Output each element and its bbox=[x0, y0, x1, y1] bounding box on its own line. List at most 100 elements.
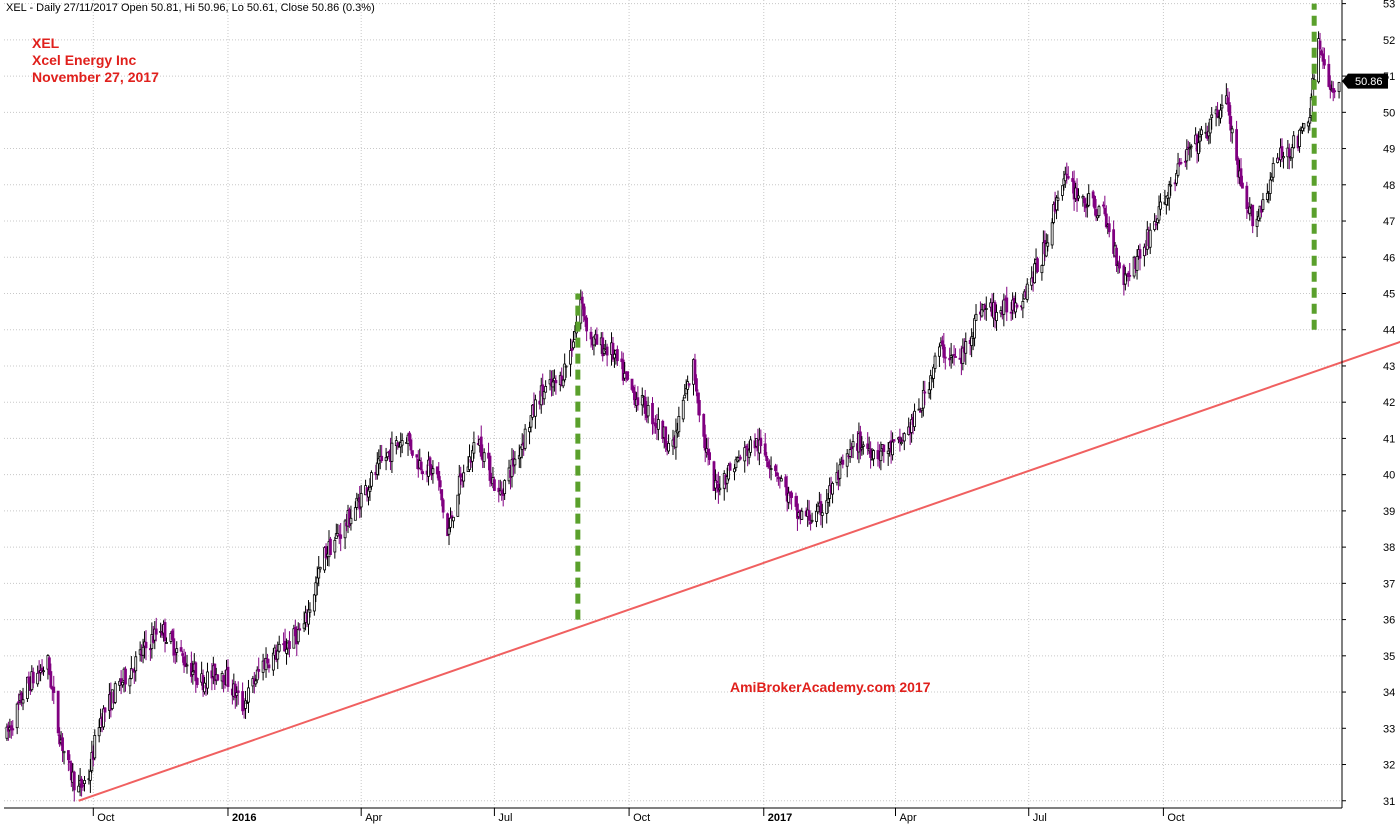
candle bbox=[1135, 249, 1139, 280]
candle bbox=[1200, 126, 1203, 141]
candle-body bbox=[528, 427, 531, 433]
candle-body bbox=[708, 452, 711, 461]
candle bbox=[1118, 255, 1121, 274]
candle-body bbox=[288, 641, 291, 650]
candle-body bbox=[15, 703, 19, 729]
candle-body bbox=[1050, 222, 1054, 246]
candle bbox=[452, 516, 455, 529]
candle bbox=[124, 666, 127, 692]
candle bbox=[1091, 189, 1095, 207]
candle-body bbox=[984, 308, 988, 310]
candle bbox=[298, 623, 302, 631]
candle-body bbox=[774, 465, 777, 472]
candle bbox=[727, 462, 731, 482]
candle bbox=[858, 425, 862, 460]
candle bbox=[288, 631, 291, 658]
candle bbox=[585, 315, 589, 342]
candle-body bbox=[1179, 161, 1183, 164]
candle bbox=[479, 425, 483, 460]
candle-body bbox=[943, 356, 947, 359]
candle bbox=[769, 456, 773, 481]
candle-body bbox=[1159, 201, 1162, 210]
candle-body bbox=[765, 455, 769, 461]
candle-body bbox=[605, 346, 609, 356]
candle bbox=[312, 593, 316, 616]
candle-body bbox=[437, 471, 441, 481]
candle-body bbox=[339, 534, 343, 539]
candle bbox=[851, 434, 855, 459]
candle-body bbox=[482, 452, 486, 462]
candle bbox=[1255, 210, 1259, 238]
candle-body bbox=[1251, 204, 1255, 227]
candle bbox=[449, 507, 452, 533]
candle bbox=[1096, 215, 1099, 221]
candle bbox=[595, 327, 599, 345]
candle-body bbox=[247, 687, 250, 703]
candle-body bbox=[97, 727, 101, 737]
candle bbox=[396, 441, 400, 450]
candle bbox=[995, 304, 998, 331]
candle-body bbox=[411, 450, 414, 456]
candle-body bbox=[820, 512, 824, 516]
candle bbox=[866, 432, 870, 455]
candle-body bbox=[72, 771, 76, 791]
candle bbox=[763, 433, 767, 458]
candle bbox=[431, 460, 435, 484]
candle-body bbox=[882, 444, 886, 452]
candle-body bbox=[441, 499, 445, 513]
candle bbox=[400, 433, 404, 454]
candle-body bbox=[744, 445, 748, 448]
candle-body bbox=[493, 479, 496, 491]
candle-body bbox=[582, 303, 586, 317]
candle-body bbox=[1094, 209, 1098, 217]
candle bbox=[1236, 156, 1240, 184]
candle bbox=[72, 770, 76, 802]
candle-body bbox=[651, 402, 654, 425]
candle-body bbox=[1040, 265, 1044, 274]
candle-body bbox=[1021, 300, 1025, 309]
candle-body bbox=[940, 340, 944, 345]
y-tick-label: 45 bbox=[1383, 288, 1395, 300]
candle bbox=[1290, 143, 1294, 169]
candle bbox=[226, 659, 230, 692]
candle-body bbox=[1317, 38, 1320, 83]
candle bbox=[52, 675, 56, 705]
candle bbox=[1175, 169, 1178, 187]
candle-body bbox=[173, 653, 177, 656]
candle bbox=[488, 452, 492, 487]
candle-body bbox=[315, 577, 319, 584]
candle-body bbox=[727, 464, 731, 480]
candle-body bbox=[1093, 195, 1097, 209]
candle bbox=[472, 431, 476, 459]
overlay-layer bbox=[78, 3, 1400, 802]
y-tick-label: 49 bbox=[1383, 144, 1395, 156]
candle bbox=[308, 602, 312, 618]
candle-body bbox=[1065, 173, 1069, 176]
candle-body bbox=[380, 455, 384, 461]
candle-body bbox=[1015, 304, 1019, 308]
candle bbox=[542, 390, 546, 405]
y-tick-label: 41 bbox=[1383, 433, 1395, 445]
candle bbox=[513, 451, 517, 474]
candle-body bbox=[948, 357, 952, 361]
candle-body bbox=[580, 296, 584, 304]
candle-body bbox=[318, 566, 322, 570]
candle bbox=[1179, 158, 1183, 166]
candle bbox=[1060, 185, 1064, 201]
candle-body bbox=[733, 468, 736, 473]
candle-body bbox=[428, 457, 432, 467]
candle-body bbox=[809, 522, 813, 524]
candle bbox=[26, 676, 29, 702]
candle-body bbox=[1025, 283, 1029, 300]
candle-body bbox=[1046, 242, 1050, 247]
candle-body bbox=[449, 517, 452, 528]
candle bbox=[938, 343, 941, 368]
candle bbox=[21, 687, 25, 711]
candle bbox=[898, 428, 902, 452]
candle-body bbox=[88, 770, 92, 781]
candle bbox=[845, 449, 849, 478]
candle-body bbox=[716, 483, 720, 492]
candle bbox=[61, 733, 64, 762]
candle-body bbox=[384, 457, 388, 462]
candle-body bbox=[686, 381, 690, 390]
